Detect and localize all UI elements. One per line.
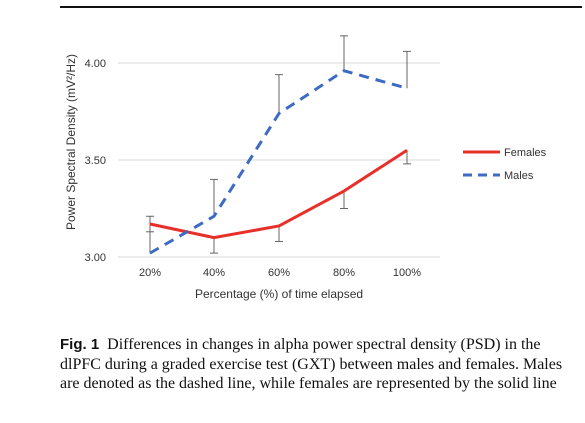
y-tick-labels: 3.00 3.50 4.00 bbox=[85, 58, 106, 264]
legend: Females Males bbox=[463, 147, 547, 182]
x-tick-label: 40% bbox=[203, 267, 225, 279]
series-lines bbox=[149, 69, 408, 255]
caption-text: Differences in changes in alpha power sp… bbox=[60, 336, 563, 392]
grid-lines bbox=[118, 62, 440, 258]
y-tick-label: 3.00 bbox=[85, 252, 106, 264]
x-tick-label: 80% bbox=[333, 267, 355, 279]
x-tick-label: 20% bbox=[139, 267, 161, 279]
y-axis-label: Power Spectral Density (mV²/Hz) bbox=[64, 54, 78, 230]
caption-lead: Fig. 1 bbox=[60, 336, 100, 353]
figure-caption: Fig. 1 Differences in changes in alpha p… bbox=[60, 335, 565, 394]
series-line-males bbox=[149, 69, 408, 255]
y-tick-label: 4.00 bbox=[85, 58, 106, 70]
line-chart: 3.00 3.50 4.00 20% 40% 60% 80% 100% Power Spec… bbox=[64, 35, 547, 301]
x-tick-label: 60% bbox=[268, 267, 290, 279]
legend-label-females: Females bbox=[504, 147, 547, 159]
x-tick-labels: 20% 40% 60% 80% 100% bbox=[139, 267, 421, 279]
legend-label-males: Males bbox=[504, 170, 534, 182]
x-axis-label: Percentage (%) of time elapsed bbox=[195, 287, 363, 301]
error-bars bbox=[146, 35, 411, 254]
series-line-females bbox=[149, 149, 408, 240]
x-tick-label: 100% bbox=[393, 267, 421, 279]
y-tick-label: 3.50 bbox=[85, 155, 106, 167]
top-rule bbox=[60, 6, 582, 8]
